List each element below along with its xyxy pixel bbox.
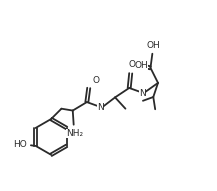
- Text: N: N: [139, 89, 145, 98]
- Text: O: O: [128, 60, 135, 69]
- Text: O: O: [92, 76, 100, 85]
- Text: N: N: [97, 103, 104, 112]
- Text: OH: OH: [146, 40, 160, 50]
- Text: OH: OH: [135, 62, 148, 70]
- Text: NH₂: NH₂: [66, 129, 83, 138]
- Text: HO: HO: [13, 140, 27, 149]
